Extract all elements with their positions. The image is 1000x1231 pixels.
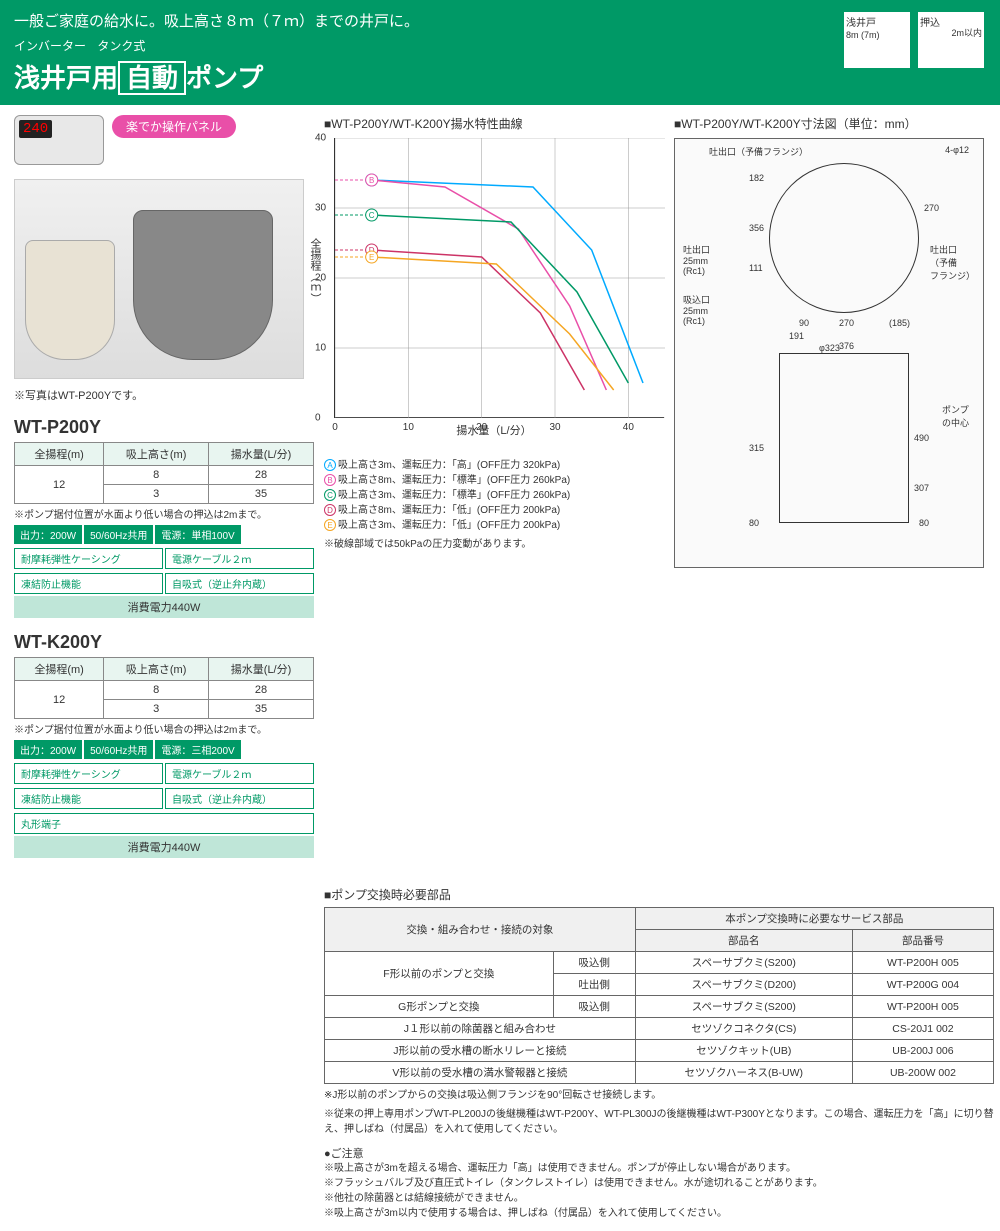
- model-name: WT-K200Y: [14, 632, 314, 653]
- caution-line: ※吸上高さが3mを超える場合、運転圧力「高」は使用できません。ポンプが停止しない…: [324, 1161, 994, 1176]
- chart-legend: A吸上高さ3m、運転圧力：「高」(OFF圧力 320kPa)B吸上高さ8m、運転…: [324, 458, 664, 533]
- spec-table: 全揚程(m)吸上高さ(m)揚水量(L/分)12828335: [14, 657, 314, 719]
- chart-xlabel: 揚水量（L/分）: [324, 422, 664, 438]
- spec-tag: 耐摩耗弾性ケーシング: [14, 763, 163, 784]
- spec-tag: 電源ケーブル２ｍ: [165, 548, 314, 569]
- header-banner: 一般ご家庭の給水に。吸上高さ８ｍ（７ｍ）までの井戸に。 インバーター タンク式 …: [0, 0, 1000, 105]
- spec-tag: 耐摩耗弾性ケーシング: [14, 548, 163, 569]
- power-row: 消費電力440W: [14, 836, 314, 858]
- caution-line: ※他社の除菌器とは結線接続ができません。: [324, 1191, 994, 1206]
- spec-tag: 凍結防止機能: [14, 573, 163, 594]
- header-tag-tank: タンク式: [97, 39, 145, 53]
- parts-title: ■ポンプ交換時必要部品: [324, 886, 994, 903]
- caution-line: ※吸上高さが3m以内で使用する場合は、押しばね（付属品）を入れて使用してください…: [324, 1206, 994, 1221]
- svg-text:E: E: [369, 253, 374, 262]
- chart-title: ■WT-P200Y/WT-K200Y揚水特性曲線: [324, 115, 664, 132]
- spec-tag: 電源：三相200V: [155, 740, 240, 759]
- parts-table: 交換・組み合わせ・接続の対象本ポンプ交換時に必要なサービス部品部品名部品番号F形…: [324, 907, 994, 1084]
- header-tag-inverter: インバーター: [14, 39, 86, 53]
- dims-title: ■WT-P200Y/WT-K200Y寸法図（単位：mm）: [674, 115, 994, 132]
- pump-photo: [14, 179, 304, 379]
- push-diagram: 押込 2m以内: [916, 10, 986, 70]
- photo-caption: ※写真はWT-P200Yです。: [14, 387, 314, 403]
- performance-chart: ABCDE 全揚程（ｍ） 010203040010203040: [334, 138, 664, 418]
- caution-title: ●ご注意: [324, 1145, 994, 1161]
- spec-tag: 自吸式（逆止弁内蔵）: [165, 788, 314, 809]
- parts-note-2: ※従来の押上専用ポンプWT-PL200Jの後継機種はWT-P200Y、WT-PL…: [324, 1107, 994, 1137]
- spec-note: ※ポンプ据付位置が水面より低い場合の押込は2mまで。: [14, 721, 314, 736]
- control-display: 240: [19, 120, 52, 138]
- svg-text:C: C: [369, 211, 375, 220]
- spec-tag: 自吸式（逆止弁内蔵）: [165, 573, 314, 594]
- spec-tag: 丸形端子: [14, 813, 314, 834]
- power-row: 消費電力440W: [14, 596, 314, 618]
- dimension-drawing: 吐出口（予備フランジ） 4-φ12 吐出口 25mm (Rc1) 吸込口 25m…: [674, 138, 984, 568]
- spec-tag: 電源：単相100V: [155, 525, 240, 544]
- well-diagram: 浅井戸 8m (7m): [842, 10, 912, 70]
- spec-tag: 出力：200W: [14, 740, 82, 759]
- header-diagrams: 浅井戸 8m (7m) 押込 2m以内: [838, 10, 986, 95]
- control-panel: 240: [14, 115, 104, 165]
- spec-tag: 50/60Hz共用: [84, 525, 153, 544]
- header-subtitle: 一般ご家庭の給水に。吸上高さ８ｍ（７ｍ）までの井戸に。: [14, 10, 838, 31]
- spec-tag: 電源ケーブル２ｍ: [165, 763, 314, 784]
- spec-tag: 50/60Hz共用: [84, 740, 153, 759]
- spec-tag: 凍結防止機能: [14, 788, 163, 809]
- spec-note: ※ポンプ据付位置が水面より低い場合の押込は2mまで。: [14, 506, 314, 521]
- spec-table: 全揚程(m)吸上高さ(m)揚水量(L/分)12828335: [14, 442, 314, 504]
- chart-ylabel: 全揚程（ｍ）: [307, 238, 323, 304]
- model-name: WT-P200Y: [14, 417, 314, 438]
- easy-badge: 楽でか操作パネル: [112, 115, 236, 138]
- caution-line: ※フラッシュバルブ及び直圧式トイレ（タンクレストイレ）は使用できません。水が途切…: [324, 1176, 994, 1191]
- svg-text:B: B: [369, 176, 374, 185]
- parts-note-1: ※J形以前のポンプからの交換は吸込側フランジを90°回転させ接続します。: [324, 1088, 994, 1103]
- chart-note: ※破線部域では50kPaの圧力変動があります。: [324, 535, 664, 550]
- spec-tag: 出力：200W: [14, 525, 82, 544]
- page-title: 浅井戸用自動ポンプ: [14, 58, 838, 95]
